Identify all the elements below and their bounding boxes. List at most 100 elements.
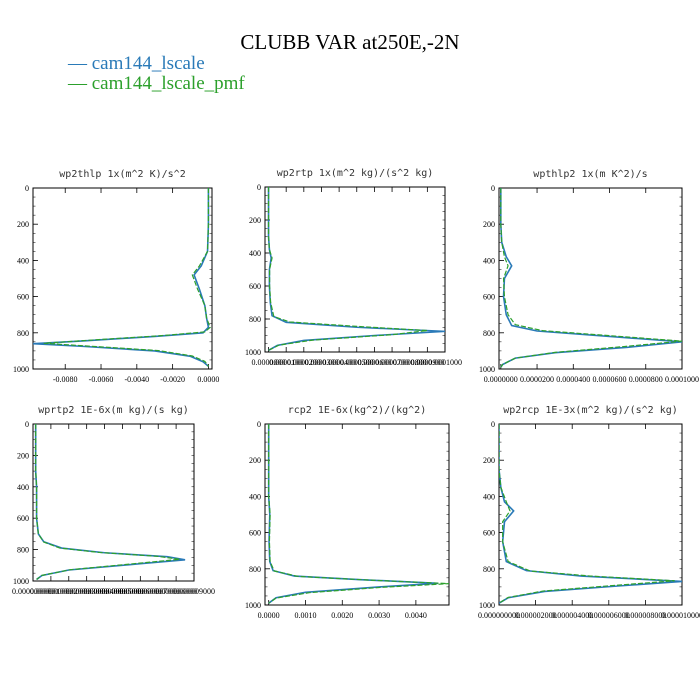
x-tick-label: 0.0000200 xyxy=(287,358,321,367)
y-tick-label: 600 xyxy=(249,282,261,291)
y-tick-label: 200 xyxy=(249,216,261,225)
y-tick-label: 600 xyxy=(483,529,495,538)
x-tick-label: 0.0020 xyxy=(331,611,353,620)
x-tick-label: 0.0000 xyxy=(258,611,280,620)
y-tick-label: 400 xyxy=(249,249,261,258)
x-tick-label: 0.000008000 xyxy=(155,587,197,596)
y-tick-label: 800 xyxy=(483,565,495,574)
y-tick-label: 400 xyxy=(249,492,261,501)
y-tick-label: 600 xyxy=(249,529,261,538)
x-tick-label: 0.000006000 xyxy=(588,611,630,620)
x-tick-label: 0.000007000 xyxy=(137,587,179,596)
x-tick-label: 0.000004000 xyxy=(84,587,126,596)
x-tick-label: 0.000003000 xyxy=(66,587,108,596)
y-tick-label: 1000 xyxy=(479,365,495,374)
x-tick-label: 0.0000600 xyxy=(593,375,627,384)
x-tick-label: 0.0001000 xyxy=(665,375,699,384)
y-tick-label: 1000 xyxy=(245,348,261,357)
series-line-lscale-pmf xyxy=(267,187,428,351)
x-tick-label: -0.0040 xyxy=(124,375,149,384)
legend-entry-lscale: — cam144_lscale xyxy=(68,53,205,75)
y-tick-label: 800 xyxy=(17,546,29,555)
y-tick-label: 800 xyxy=(17,329,29,338)
y-tick-label: 800 xyxy=(249,565,261,574)
y-tick-label: 200 xyxy=(17,451,29,460)
x-tick-label: 0.0010 xyxy=(294,611,316,620)
x-tick-label: 0.000000000 xyxy=(478,611,520,620)
y-tick-label: 400 xyxy=(17,256,29,265)
subplot-5: rcp2 1E-6x(kg^2)/(kg^2) 0 200 400 600 800 1000… xyxy=(245,405,450,620)
x-tick-label: 0.0001000 xyxy=(428,358,462,367)
x-tick-label: -0.0080 xyxy=(53,375,78,384)
y-tick-label: 400 xyxy=(17,483,29,492)
x-tick-label: 0.000008000 xyxy=(624,611,666,620)
x-tick-label: 0.000004000 xyxy=(551,611,593,620)
y-tick-label: 200 xyxy=(483,220,495,229)
y-tick-label: 200 xyxy=(17,220,29,229)
x-tick-label: 0.0000000 xyxy=(484,375,518,384)
x-tick-label: 0.0000 xyxy=(197,375,219,384)
x-tick-label: 0.0000200 xyxy=(520,375,554,384)
x-tick-label: 0.000001000 xyxy=(30,587,72,596)
y-tick-label: 200 xyxy=(483,456,495,465)
y-tick-label: 1000 xyxy=(13,577,29,586)
x-tick-label: -0.0020 xyxy=(160,375,185,384)
x-tick-label: 0.000000000 xyxy=(12,587,54,596)
series-line-lscale xyxy=(34,424,186,581)
legend-label: cam144_lscale xyxy=(91,53,205,74)
plot-frame xyxy=(264,423,450,606)
legend-entry-lscale-pmf: — cam144_lscale_pmf xyxy=(68,73,245,95)
series-line-lscale xyxy=(267,424,439,604)
x-tick-label: 0.0030 xyxy=(368,611,390,620)
x-tick-label: 0.0000900 xyxy=(410,358,444,367)
y-tick-label: 1000 xyxy=(245,601,261,610)
subplot-title: rcp2 1E-6x(kg^2)/(kg^2) xyxy=(288,405,426,416)
y-tick-label: 0 xyxy=(491,420,495,429)
subplot-6: wp2rcp 1E-3x(m^2 kg)/(s^2 kg) 0 200 400 600 8… xyxy=(478,405,700,620)
x-tick-label: 0.0000600 xyxy=(357,358,391,367)
y-tick-label: 0 xyxy=(25,184,29,193)
subplot-title: wprtp2 1E-6x(m kg)/(s kg) xyxy=(38,405,189,416)
subplot-3: wpthlp2 1x(m K^2)/s020040060080010000.00… xyxy=(479,169,699,384)
series-line-lscale xyxy=(500,188,682,368)
x-tick-label: 0.0000500 xyxy=(340,358,374,367)
series-line-lscale xyxy=(499,424,682,604)
x-tick-label: 0.0000300 xyxy=(304,358,338,367)
subplot-title: wp2rcp 1E-3x(m^2 kg)/(s^2 kg) xyxy=(503,405,678,416)
y-tick-label: 1000 xyxy=(479,601,495,610)
x-tick-label: -0.0060 xyxy=(89,375,114,384)
series-line-lscale-pmf xyxy=(499,424,675,604)
y-tick-label: 800 xyxy=(249,315,261,324)
x-tick-label: 0.0000400 xyxy=(322,358,356,367)
subplot-title: wp2thlp 1x(m^2 K)/s^2 xyxy=(59,169,185,180)
series-line-lscale-pmf xyxy=(500,188,682,368)
y-tick-label: 400 xyxy=(483,256,495,265)
x-tick-label: 0.000010000 xyxy=(661,611,700,620)
series-line-lscale xyxy=(33,188,210,367)
y-tick-label: 0 xyxy=(25,420,29,429)
y-tick-label: 200 xyxy=(249,456,261,465)
y-tick-label: 0 xyxy=(491,184,495,193)
legend-line-icon: — xyxy=(68,73,92,94)
y-tick-label: 0 xyxy=(257,420,261,429)
x-tick-label: 0.0000800 xyxy=(629,375,663,384)
y-tick-label: 600 xyxy=(483,293,495,302)
plot-frame xyxy=(498,187,683,370)
x-tick-label: 0.0000000 xyxy=(252,358,286,367)
subplot-2: wp2rtp 1x(m^2 kg)/(s^2 kg) 0 200 400 600 800 1… xyxy=(245,168,462,367)
plot-frame xyxy=(498,423,683,606)
x-tick-label: 0.000009000 xyxy=(173,587,215,596)
y-tick-label: 600 xyxy=(17,293,29,302)
y-tick-label: 0 xyxy=(257,183,261,192)
y-tick-label: 1000 xyxy=(13,365,29,374)
x-tick-label: 0.000005000 xyxy=(101,587,143,596)
x-tick-label: 0.0000700 xyxy=(375,358,409,367)
series-line-lscale-pmf xyxy=(268,424,449,604)
subplot-1: wp2thlp 1x(m^2 K)/s^2 0 200 400 600 800 1000 -0… xyxy=(13,169,219,384)
x-tick-label: 0.0000400 xyxy=(556,375,590,384)
x-tick-label: 0.000006000 xyxy=(119,587,161,596)
x-tick-label: 0.000002000 xyxy=(515,611,557,620)
x-tick-label: 0.000002000 xyxy=(48,587,90,596)
series-line-lscale-pmf xyxy=(35,424,180,580)
x-tick-label: 0.0040 xyxy=(405,611,427,620)
